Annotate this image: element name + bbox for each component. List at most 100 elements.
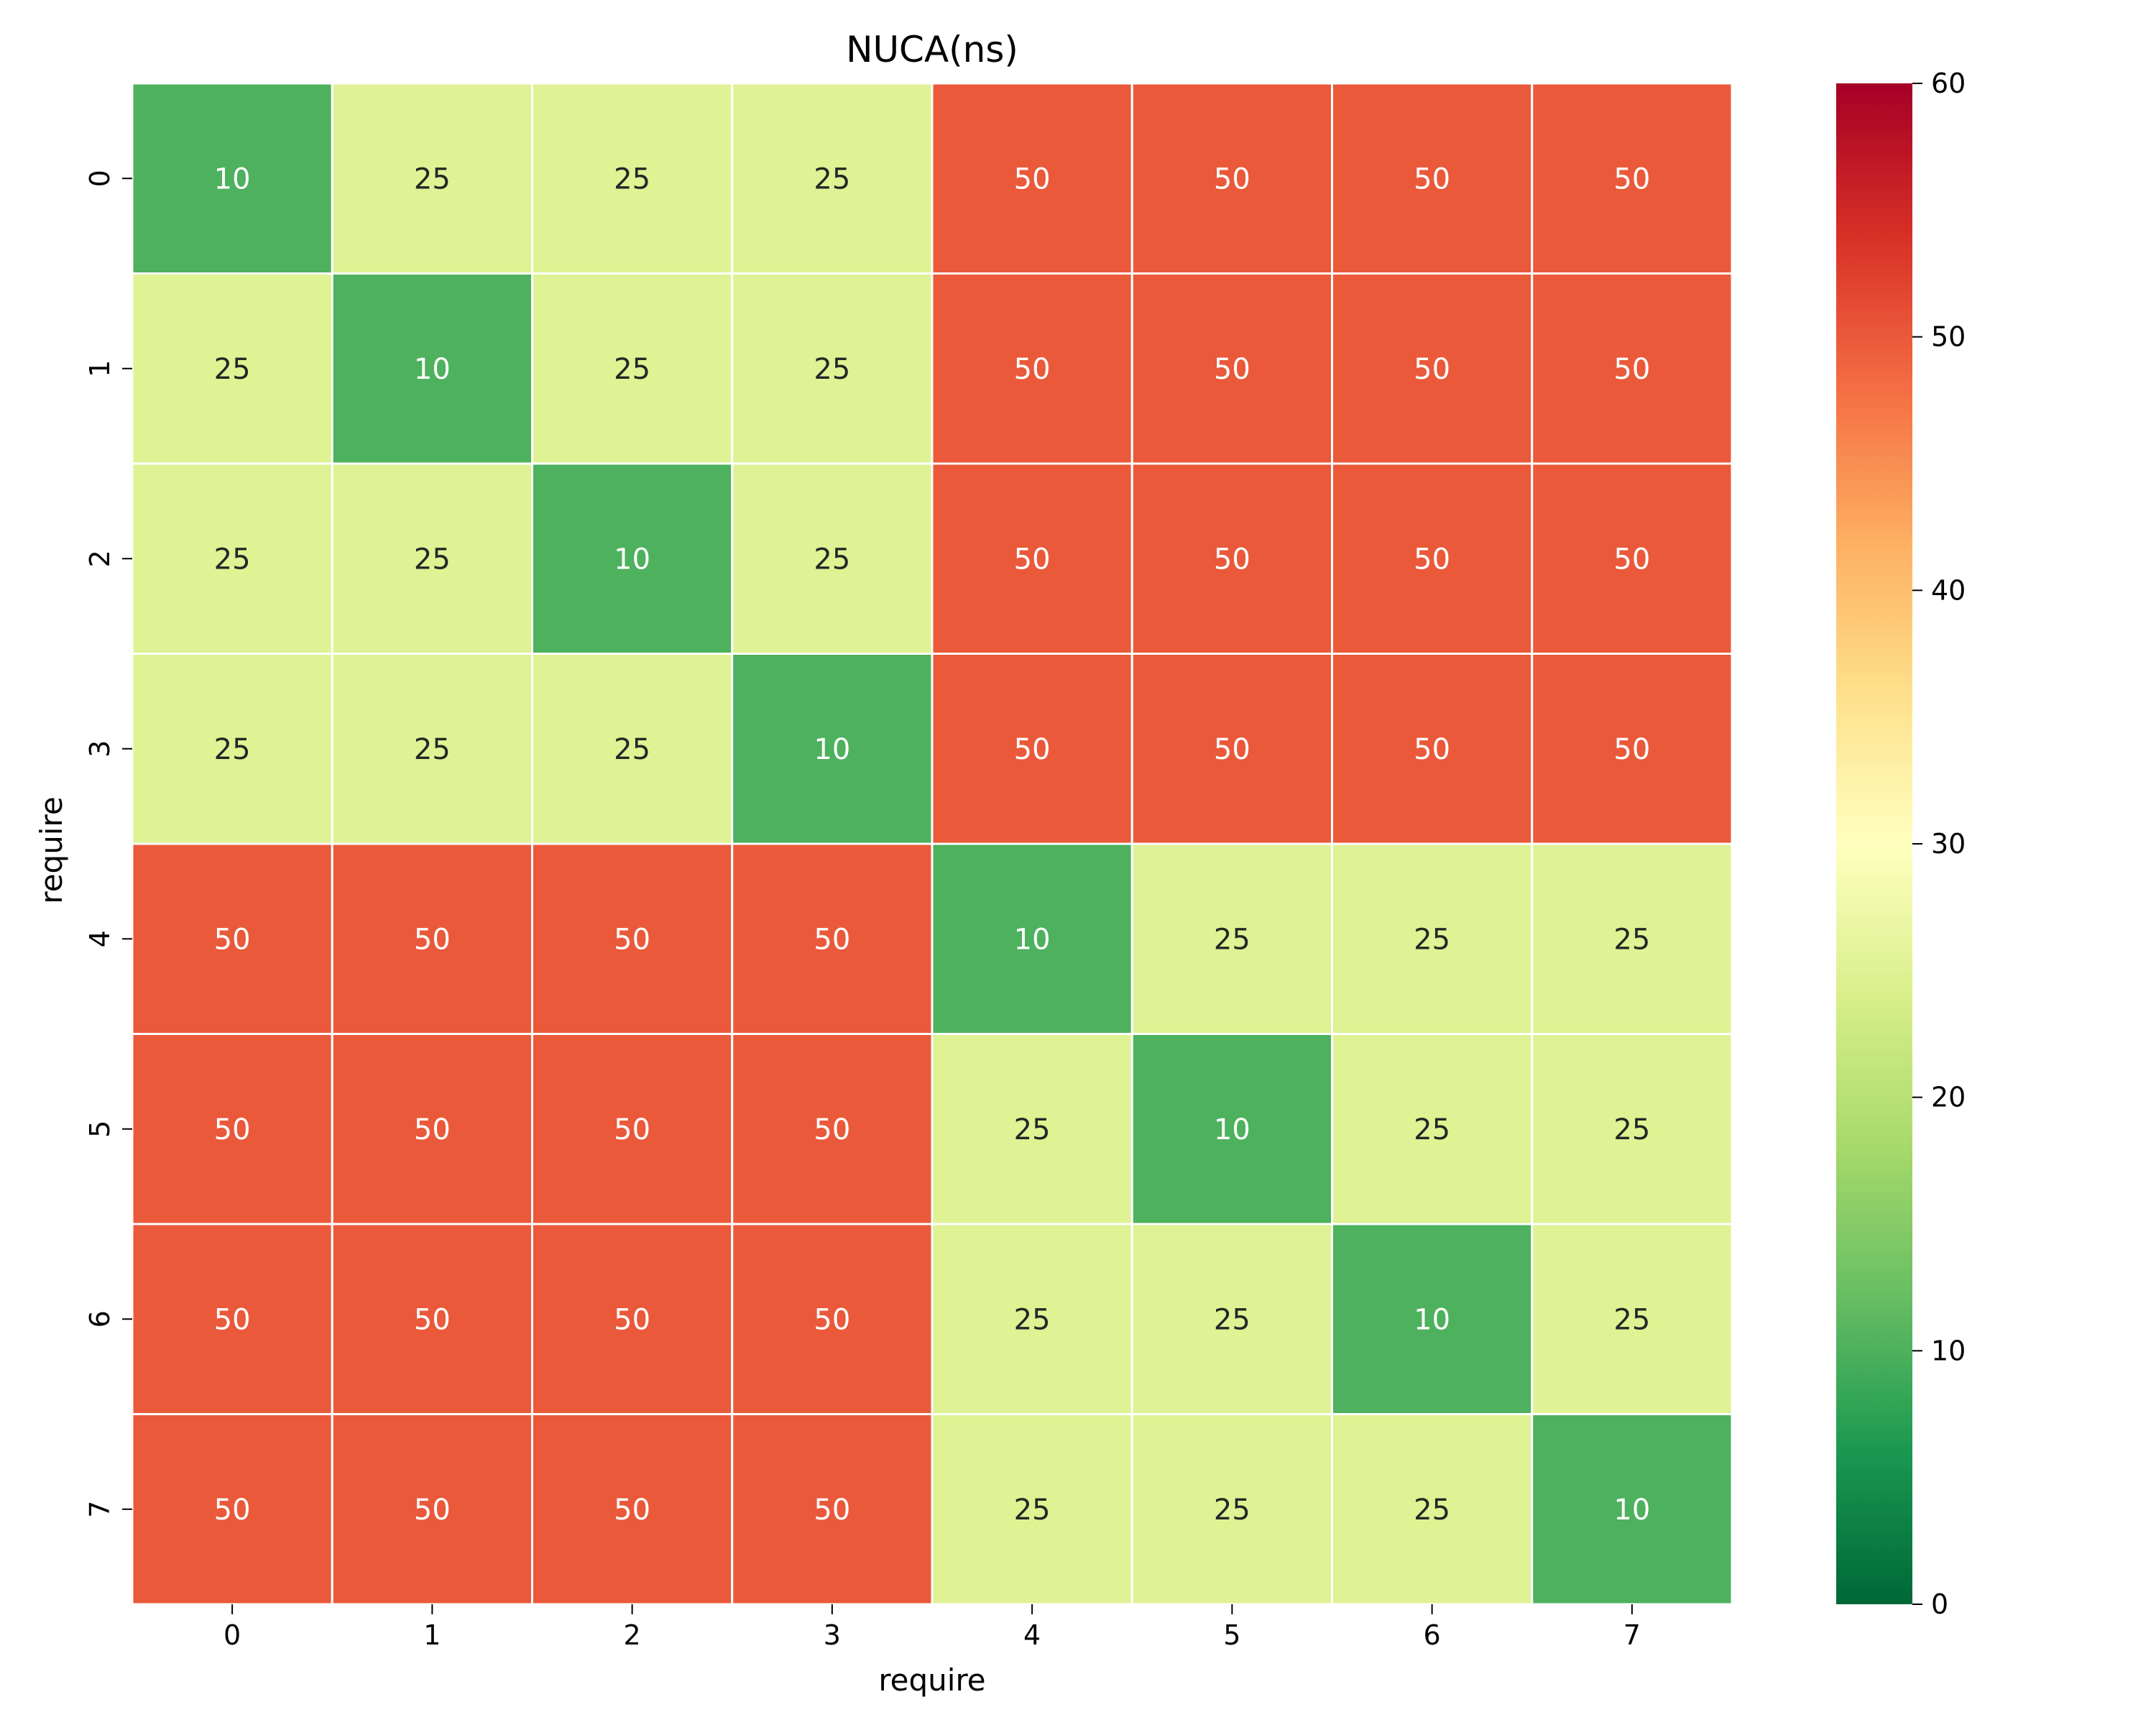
heatmap-cell	[1331, 272, 1534, 465]
x-tick-label: 3	[824, 1619, 841, 1651]
cell-value-label: 50	[1214, 733, 1250, 766]
colorbar-tick-label: 40	[1931, 574, 1966, 606]
cell-value-label: 25	[1214, 1494, 1250, 1527]
cell-value-label: 50	[1214, 543, 1250, 576]
cell-value-label: 50	[214, 1113, 251, 1146]
chart-title: NUCA(ns)	[846, 29, 1018, 70]
cell-value-label: 25	[814, 543, 850, 576]
heatmap-cell	[1531, 1033, 1733, 1225]
heatmap-cell	[1331, 1033, 1534, 1225]
heatmap-cell	[1531, 842, 1733, 1035]
cell-value-label: 25	[214, 543, 251, 576]
cell-value-label: 50	[214, 1494, 251, 1527]
heatmap-cell	[1531, 82, 1733, 275]
cell-value-label: 10	[1613, 1494, 1650, 1527]
heatmap-cell	[531, 1223, 734, 1415]
cell-value-label: 10	[414, 353, 451, 386]
heatmap-cell	[931, 272, 1133, 465]
cell-value-label: 25	[814, 353, 850, 386]
y-axis-ticks: 0 1 2 3 4 5 6 7	[84, 170, 132, 1518]
heatmap-cell	[1531, 1413, 1733, 1606]
heatmap-cell	[1130, 842, 1333, 1035]
heatmap-cell	[131, 1223, 333, 1415]
heatmap-cell	[331, 462, 533, 655]
cell-value-label: 50	[1214, 353, 1250, 386]
cell-value-label: 25	[1414, 1494, 1450, 1527]
cell-value-label: 25	[1613, 1303, 1650, 1336]
cell-value-label: 50	[414, 923, 451, 956]
cell-value-label: 50	[414, 1113, 451, 1146]
heatmap-cells	[131, 82, 1733, 1606]
cell-value-label: 25	[414, 162, 451, 196]
cell-value-label: 25	[414, 733, 451, 766]
cell-value-label: 50	[614, 923, 650, 956]
heatmap-cell	[531, 842, 734, 1035]
x-tick-label: 1	[423, 1619, 441, 1651]
heatmap-cell	[1130, 1033, 1333, 1225]
cell-value-label: 50	[1613, 543, 1650, 576]
cell-value-label: 50	[1014, 353, 1051, 386]
heatmap-cell	[531, 82, 734, 275]
x-tick-label: 7	[1623, 1619, 1641, 1651]
cell-value-label: 25	[614, 162, 650, 196]
heatmap-cell	[931, 462, 1133, 655]
cell-value-label: 50	[1014, 162, 1051, 196]
y-axis-label: require	[34, 796, 69, 903]
colorbar-tick-label: 30	[1931, 828, 1966, 860]
cell-value-label: 50	[1414, 543, 1450, 576]
heatmap-cell	[931, 842, 1133, 1035]
heatmap-cell	[1130, 462, 1333, 655]
cell-value-label: 50	[1613, 733, 1650, 766]
y-tick-label: 4	[84, 930, 116, 947]
cell-value-label: 25	[1014, 1494, 1051, 1527]
cell-value-label: 25	[1014, 1113, 1051, 1146]
heatmap-cell	[1331, 1223, 1534, 1415]
cell-value-label: 50	[414, 1303, 451, 1336]
cell-value-label: 10	[214, 162, 251, 196]
y-tick-label: 6	[84, 1310, 116, 1328]
cell-value-label: 50	[214, 923, 251, 956]
cell-value-label: 50	[1414, 353, 1450, 386]
heatmap-cell-labels: 10 25 25 25 50 50 50 50 25 10 25 25 50 50 50 50 25 25 10 25…	[214, 162, 1651, 1527]
cell-value-label: 10	[1414, 1303, 1450, 1336]
colorbar-ticks: 0 10 20 30 40 50 60	[1912, 68, 1966, 1620]
cell-value-label: 50	[614, 1494, 650, 1527]
y-tick-label: 2	[84, 550, 116, 567]
cell-value-label: 25	[614, 353, 650, 386]
heatmap-cell	[331, 1223, 533, 1415]
cell-value-label: 50	[1014, 733, 1051, 766]
cell-value-label: 10	[1214, 1113, 1250, 1146]
cell-value-label: 25	[414, 543, 451, 576]
heatmap-cell	[731, 842, 934, 1035]
cell-value-label: 50	[214, 1303, 251, 1336]
heatmap-cell	[1531, 1223, 1733, 1415]
cell-value-label: 25	[214, 353, 251, 386]
heatmap-cell	[931, 653, 1133, 845]
heatmap-cell	[531, 1033, 734, 1225]
cell-value-label: 25	[1613, 923, 1650, 956]
colorbar-tick-label: 10	[1931, 1335, 1966, 1366]
heatmap-cell	[1331, 842, 1534, 1035]
x-axis-ticks: 0 1 2 3 4 5 6 7	[224, 1604, 1641, 1651]
heatmap-cell	[131, 82, 333, 275]
heatmap-cell	[531, 1413, 734, 1606]
x-tick-label: 0	[224, 1619, 241, 1651]
heatmap-cell	[1331, 653, 1534, 845]
colorbar-tick-label: 50	[1931, 321, 1966, 353]
heatmap-cell	[531, 653, 734, 845]
cell-value-label: 50	[1414, 162, 1450, 196]
cell-value-label: 10	[814, 733, 850, 766]
heatmap-cell	[331, 1033, 533, 1225]
cell-value-label: 25	[1214, 1303, 1250, 1336]
colorbar-tick-label: 20	[1931, 1082, 1966, 1113]
heatmap-cell	[731, 462, 934, 655]
x-tick-label: 5	[1223, 1619, 1240, 1651]
cell-value-label: 10	[614, 543, 650, 576]
cell-value-label: 25	[1214, 923, 1250, 956]
x-tick-label: 4	[1023, 1619, 1041, 1651]
y-tick-label: 3	[84, 740, 116, 758]
heatmap-cell	[531, 462, 734, 655]
cell-value-label: 25	[1414, 1113, 1450, 1146]
heatmap-cell	[931, 1413, 1133, 1606]
